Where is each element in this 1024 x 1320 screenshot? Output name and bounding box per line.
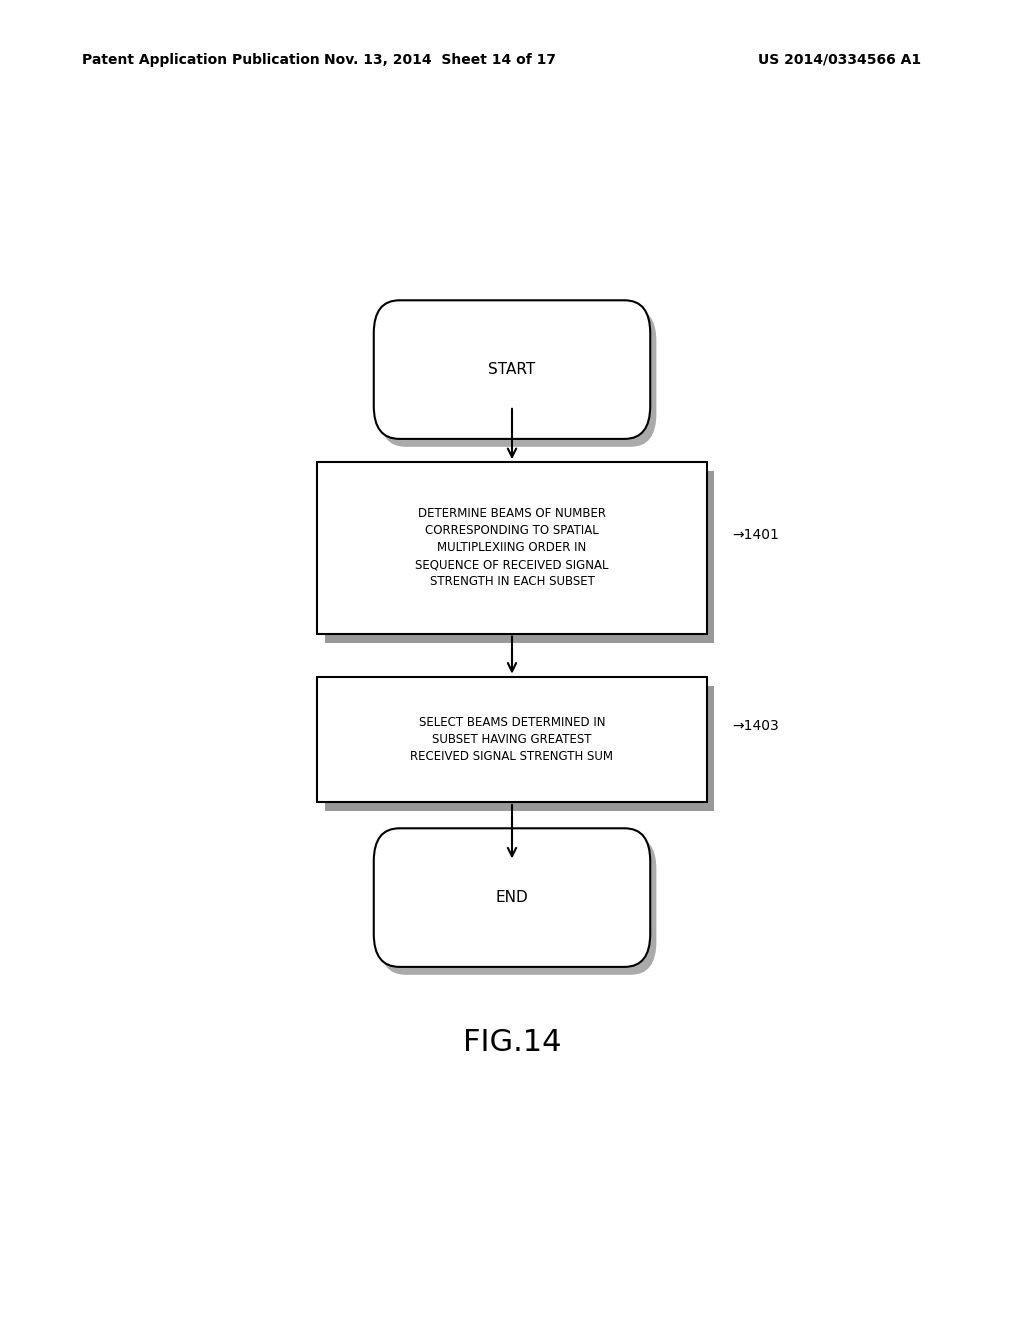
Text: US 2014/0334566 A1: US 2014/0334566 A1: [758, 53, 922, 67]
FancyBboxPatch shape: [374, 829, 650, 966]
FancyBboxPatch shape: [374, 301, 650, 438]
Text: Patent Application Publication: Patent Application Publication: [82, 53, 319, 67]
Text: START: START: [488, 362, 536, 378]
Bar: [317, 462, 707, 634]
Bar: [317, 676, 707, 801]
Text: →1403: →1403: [732, 719, 779, 733]
Text: Nov. 13, 2014  Sheet 14 of 17: Nov. 13, 2014 Sheet 14 of 17: [325, 53, 556, 67]
Text: SELECT BEAMS DETERMINED IN
SUBSET HAVING GREATEST
RECEIVED SIGNAL STRENGTH SUM: SELECT BEAMS DETERMINED IN SUBSET HAVING…: [411, 715, 613, 763]
Text: END: END: [496, 890, 528, 906]
FancyBboxPatch shape: [380, 837, 656, 974]
FancyBboxPatch shape: [380, 309, 656, 446]
Bar: [325, 686, 714, 810]
Text: →1401: →1401: [732, 528, 779, 541]
Bar: [325, 471, 714, 643]
Text: DETERMINE BEAMS OF NUMBER
CORRESPONDING TO SPATIAL
MULTIPLEXIING ORDER IN
SEQUEN: DETERMINE BEAMS OF NUMBER CORRESPONDING …: [416, 507, 608, 589]
Text: FIG.14: FIG.14: [463, 1028, 561, 1057]
